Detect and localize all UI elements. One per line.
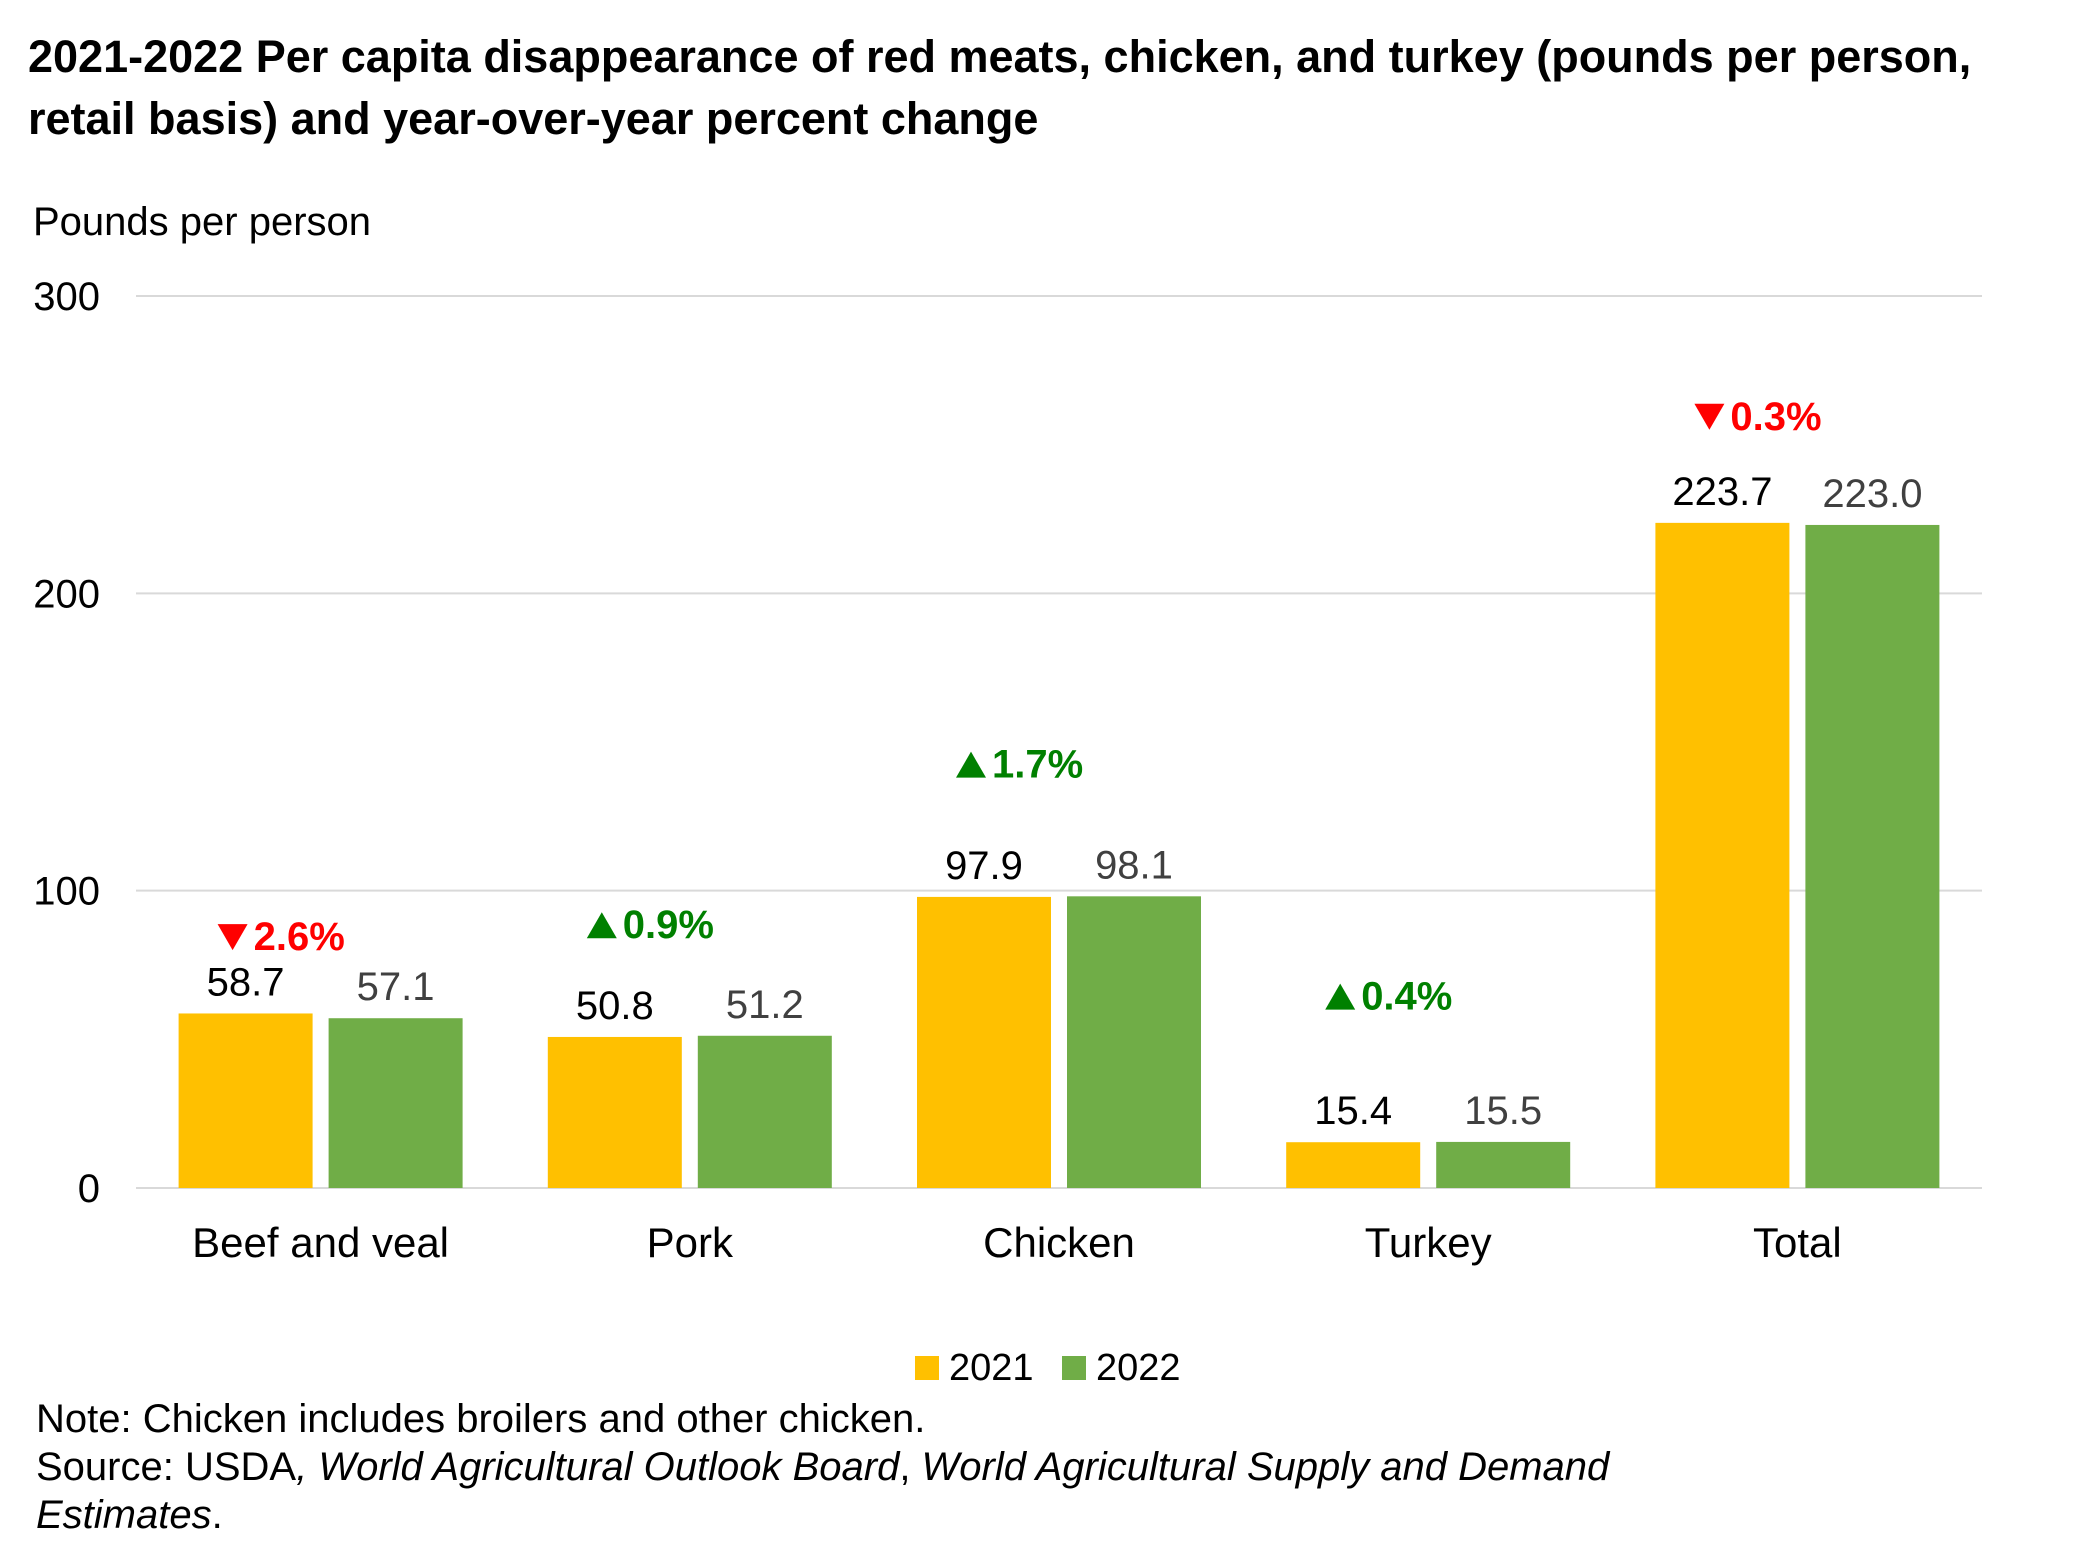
source-sep2: , <box>899 1445 922 1489</box>
value-label: 98.1 <box>1095 843 1173 887</box>
percent-change-label: 2.6% <box>254 915 345 959</box>
value-label: 223.7 <box>1672 470 1772 514</box>
bar-2022 <box>1067 896 1201 1188</box>
legend-swatch-2022 <box>1062 1356 1086 1380</box>
percent-change-label: 0.3% <box>1730 395 1821 439</box>
value-label: 223.0 <box>1822 472 1922 516</box>
value-label: 15.4 <box>1314 1089 1392 1133</box>
x-tick-label: Total <box>1753 1219 1842 1266</box>
source-sep1: , World Agricultural Outlook Board <box>296 1445 900 1489</box>
x-tick-label: Turkey <box>1365 1219 1492 1266</box>
y-axis-ticks: 0 100 200 300 <box>33 275 100 1211</box>
legend-swatch-2021 <box>915 1356 939 1380</box>
change-annotations: 2.6% 0.9% 1.7% 0.4% 0.3% <box>217 395 1822 1019</box>
bar-2022 <box>1436 1141 1571 1188</box>
percent-change-label: 0.4% <box>1361 975 1452 1019</box>
up-arrow-icon <box>586 912 617 939</box>
x-tick-label: Beef and veal <box>192 1219 449 1266</box>
y-tick-label: 100 <box>33 870 100 914</box>
bar-2021 <box>1655 522 1790 1188</box>
bars <box>178 522 1940 1188</box>
source-end: . <box>211 1493 223 1537</box>
bar-2022 <box>1805 524 1940 1188</box>
down-arrow-icon <box>217 924 248 951</box>
bar-2021 <box>178 1013 313 1188</box>
source-line: Source: USDA, World Agricultural Outlook… <box>36 1443 1609 1491</box>
bar-2022 <box>697 1035 832 1188</box>
bar-2021 <box>917 896 1051 1188</box>
legend-label: 2021 <box>949 1347 1034 1389</box>
value-label: 58.7 <box>207 960 285 1004</box>
y-tick-label: 0 <box>78 1167 100 1211</box>
legend: 2021 2022 <box>915 1347 1181 1389</box>
value-label: 15.5 <box>1464 1089 1542 1133</box>
chart-title: 2021-2022 Per capita disappearance of re… <box>28 31 1972 144</box>
down-arrow-icon <box>1694 403 1725 430</box>
y-tick-label: 200 <box>33 572 100 616</box>
bar-2022 <box>328 1018 463 1188</box>
y-tick-label: 300 <box>33 275 100 319</box>
bar-2021 <box>547 1036 682 1188</box>
value-label: 97.9 <box>945 844 1023 888</box>
value-label: 51.2 <box>726 983 804 1027</box>
up-arrow-icon <box>956 751 986 778</box>
y-axis-label: Pounds per person <box>33 200 371 244</box>
bar-2021 <box>1286 1142 1421 1188</box>
x-tick-label: Chicken <box>983 1219 1135 1266</box>
bar-chart: Pounds per person 0 100 200 300 58.7 57.1 50.… <box>33 200 1982 1389</box>
source-prefix: Source: USDA <box>36 1445 297 1489</box>
value-labels: 58.7 57.1 50.8 51.2 97.9 98.1 15.4 15.5 223.7 223… <box>207 470 1923 1133</box>
x-tick-label: Pork <box>647 1219 734 1266</box>
value-label: 50.8 <box>576 984 654 1028</box>
percent-change-label: 1.7% <box>992 743 1083 787</box>
source-line-2: Estimates. <box>36 1491 1609 1539</box>
chart-notes: Note: Chicken includes broilers and othe… <box>36 1395 1609 1539</box>
source-italic: World Agricultural Supply and Demand <box>921 1445 1610 1489</box>
x-axis-labels: Beef and veal Pork Chicken Turkey Total <box>192 1219 1842 1266</box>
value-label: 57.1 <box>357 965 435 1009</box>
legend-label: 2022 <box>1096 1347 1181 1389</box>
note-line: Note: Chicken includes broilers and othe… <box>36 1397 926 1441</box>
up-arrow-icon <box>1325 983 1356 1010</box>
source-italic-2: Estimates <box>36 1493 212 1537</box>
percent-change-label: 0.9% <box>623 903 714 947</box>
